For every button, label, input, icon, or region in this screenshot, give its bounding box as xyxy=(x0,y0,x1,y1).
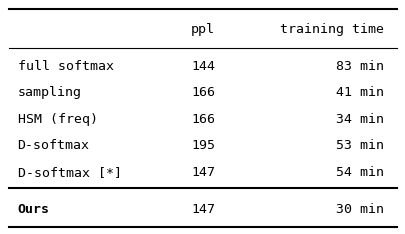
Text: 195: 195 xyxy=(190,139,215,152)
Text: full softmax: full softmax xyxy=(17,60,113,73)
Text: 54 min: 54 min xyxy=(336,166,384,179)
Text: 41 min: 41 min xyxy=(336,86,384,99)
Text: HSM (freq): HSM (freq) xyxy=(17,113,97,126)
Text: sampling: sampling xyxy=(17,86,81,99)
Text: D-softmax [*]: D-softmax [*] xyxy=(17,166,121,179)
Text: 147: 147 xyxy=(190,203,215,216)
Text: 53 min: 53 min xyxy=(336,139,384,152)
Text: ppl: ppl xyxy=(190,23,215,36)
Text: 166: 166 xyxy=(190,113,215,126)
Text: training time: training time xyxy=(280,23,384,36)
Text: 30 min: 30 min xyxy=(336,203,384,216)
Text: 166: 166 xyxy=(190,86,215,99)
Text: Ours: Ours xyxy=(17,203,49,216)
Text: 144: 144 xyxy=(190,60,215,73)
Text: 34 min: 34 min xyxy=(336,113,384,126)
Text: 147: 147 xyxy=(190,166,215,179)
Text: 83 min: 83 min xyxy=(336,60,384,73)
Text: D-softmax: D-softmax xyxy=(17,139,89,152)
